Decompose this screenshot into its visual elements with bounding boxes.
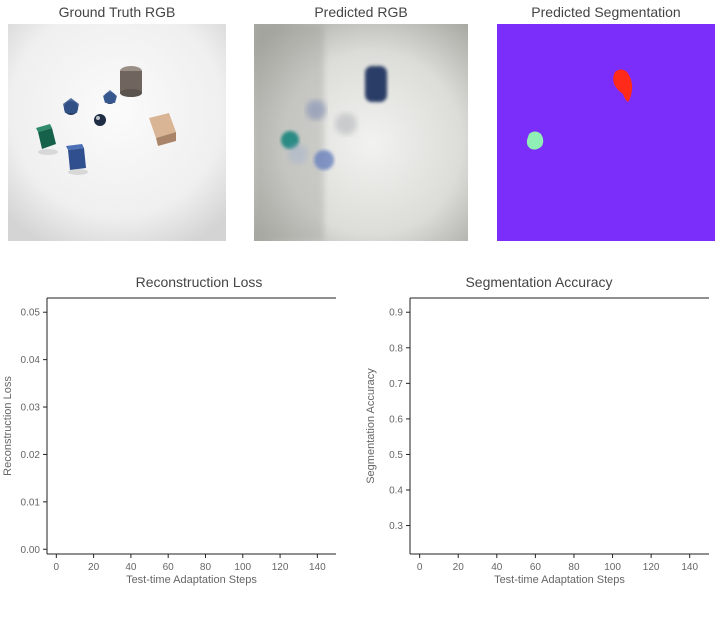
predicted-rgb-image [254,24,468,241]
predicted-segmentation-image [497,24,715,241]
segmentation-accuracy-chart: Segmentation Accuracy 0.3 0.4 0.5 0.6 0.7 0.8 0… [365,274,709,586]
y-tick-label: 0.9 [389,308,403,319]
x-tick-label: 40 [491,562,503,573]
y-tick-label: 0.5 [389,450,403,461]
y-tick-label: 0.03 [21,403,41,414]
y-tick-label: 0.00 [21,545,41,556]
ground-truth-title: Ground Truth RGB [58,4,176,20]
reconstruction-loss-chart: Reconstruction Loss 0.00 0.01 0.02 0.03 0.04 0… [2,274,336,586]
y-tick-label: 0.8 [389,343,403,354]
y-tick-label: 0.7 [389,379,403,390]
x-tick-label: 100 [234,562,251,573]
x-tick-label: 140 [681,562,698,573]
y-tick-label: 0.04 [21,355,41,366]
y-tick-label: 0.01 [21,497,41,508]
predicted-rgb-title: Predicted RGB [314,4,408,20]
x-tick-label: 120 [272,562,289,573]
predicted-segmentation-title: Predicted Segmentation [531,4,681,20]
x-tick-label: 80 [200,562,212,573]
x-tick-label: 60 [530,562,542,573]
y-axis-label: Reconstruction Loss [2,376,14,476]
x-tick-label: 20 [453,562,465,573]
chart-title: Reconstruction Loss [136,274,263,290]
x-axis-label: Test-time Adaptation Steps [126,574,257,586]
x-tick-label: 0 [54,562,60,573]
y-axis-label: Segmentation Accuracy [365,368,377,484]
x-tick-label: 80 [568,562,580,573]
x-tick-label: 100 [604,562,621,573]
segment-mint [526,131,544,150]
x-tick-label: 140 [309,562,326,573]
y-tick-label: 0.02 [21,450,41,461]
y-tick-label: 0.05 [21,308,41,319]
x-tick-label: 60 [163,562,175,573]
ground-truth-image [8,24,226,241]
y-tick-label: 0.4 [389,486,403,497]
chart-title: Segmentation Accuracy [465,274,612,290]
x-tick-label: 20 [88,562,100,573]
x-tick-label: 120 [643,562,660,573]
x-tick-label: 40 [125,562,137,573]
y-tick-label: 0.6 [389,414,403,425]
segmentation-background [497,24,715,241]
x-tick-label: 0 [417,562,423,573]
segment-red [613,69,633,102]
x-axis-label: Test-time Adaptation Steps [494,574,625,586]
y-tick-label: 0.3 [389,521,403,532]
